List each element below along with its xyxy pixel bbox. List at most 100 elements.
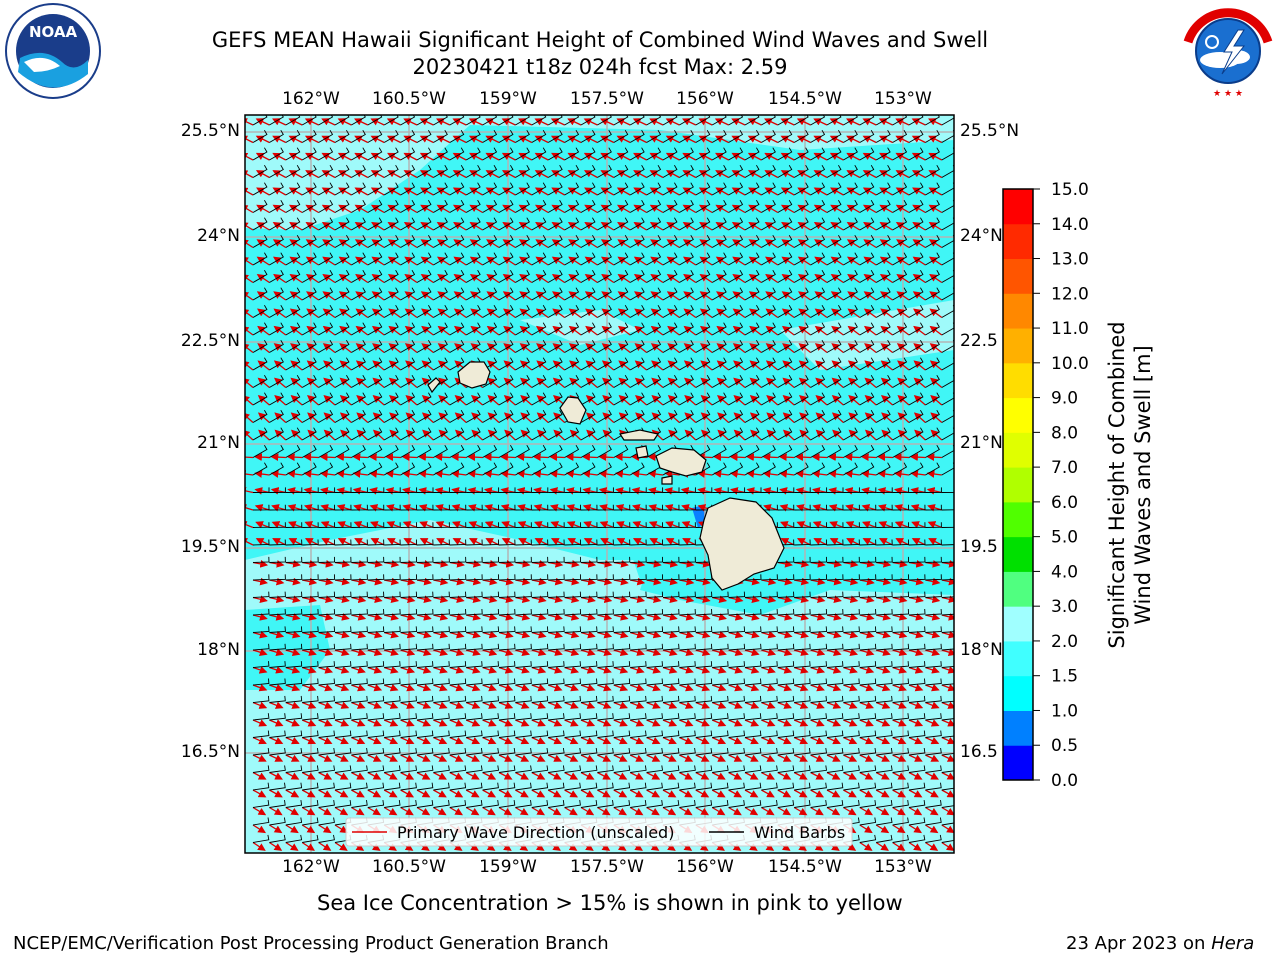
wave-direction-arrow — [749, 343, 762, 354]
wave-direction-arrow — [749, 308, 762, 319]
wave-direction-arrow — [602, 377, 615, 388]
wave-direction-arrow — [634, 377, 648, 388]
x-tick-bottom: 154.5°W — [768, 857, 842, 877]
wave-direction-arrow — [666, 204, 680, 214]
wave-direction-arrow — [355, 325, 369, 336]
wave-direction-arrow — [245, 256, 254, 266]
wave-direction-arrow — [633, 239, 647, 249]
wave-direction-arrow — [245, 291, 254, 301]
wave-direction-arrow — [926, 453, 942, 462]
wave-direction-arrow — [421, 308, 434, 319]
wave-direction-arrow — [405, 395, 418, 406]
colorbar-segment — [1003, 710, 1033, 746]
wave-direction-arrow — [534, 204, 549, 214]
wave-direction-arrow — [288, 118, 303, 126]
wave-direction-arrow — [418, 453, 434, 462]
wave-direction-arrow — [245, 204, 254, 214]
wave-direction-arrow — [748, 291, 762, 301]
wave-direction-arrow — [436, 239, 451, 249]
y-tick-left: 18°N — [197, 640, 240, 660]
wave-direction-arrow — [847, 273, 861, 284]
colorbar-tick-label: 5.0 — [1051, 528, 1078, 548]
wave-direction-arrow — [781, 308, 795, 319]
wave-direction-arrow — [829, 118, 844, 126]
wave-direction-arrow — [699, 325, 713, 336]
wave-direction-arrow — [584, 222, 598, 231]
wave-direction-arrow — [306, 325, 319, 336]
wave-direction-arrow — [519, 308, 533, 319]
wave-direction-arrow — [879, 170, 893, 179]
wave-direction-arrow — [436, 204, 451, 214]
wave-direction-arrow — [682, 204, 697, 214]
wave-direction-arrow — [567, 187, 582, 196]
wave-direction-arrow — [568, 325, 582, 336]
wave-direction-arrow — [274, 377, 287, 388]
y-tick-left: 16.5°N — [180, 742, 240, 762]
wave-direction-arrow — [765, 308, 779, 319]
wave-direction-arrow — [667, 360, 680, 371]
wave-direction-arrow — [257, 395, 270, 406]
wave-direction-arrow — [487, 395, 500, 406]
wave-direction-arrow — [601, 273, 615, 284]
wave-direction-arrow — [748, 256, 762, 266]
wave-direction-arrow — [471, 395, 484, 406]
wave-direction-arrow — [519, 343, 533, 354]
wave-direction-arrow — [323, 395, 336, 406]
wave-direction-arrow — [666, 187, 680, 196]
wave-direction-arrow — [847, 308, 861, 319]
chart-title: GEFS MEAN Hawaii Significant Height of C… — [211, 28, 989, 52]
wave-direction-arrow — [830, 239, 844, 249]
wave-direction-arrow — [518, 204, 533, 214]
wave-direction-arrow — [651, 360, 664, 371]
wave-direction-arrow — [453, 325, 467, 336]
wave-direction-arrow — [516, 453, 532, 462]
wave-direction-arrow — [781, 291, 795, 301]
wave-direction-arrow — [748, 273, 762, 284]
y-tick-right: 19.5 — [960, 537, 998, 557]
wave-direction-arrow — [649, 170, 664, 179]
wave-direction-arrow — [910, 453, 926, 462]
wave-direction-arrow — [764, 222, 779, 231]
wave-direction-arrow — [748, 239, 762, 249]
wave-direction-arrow — [483, 453, 500, 462]
wave-direction-arrow — [798, 360, 812, 371]
wave-direction-arrow — [651, 395, 664, 406]
wave-direction-arrow — [257, 325, 270, 336]
wave-direction-arrow — [520, 395, 533, 406]
colorbar-segment — [1003, 675, 1033, 711]
wave-direction-arrow — [879, 273, 893, 284]
wave-direction-arrow — [536, 395, 549, 406]
wave-direction-arrow — [273, 360, 287, 371]
y-tick-left: 19.5°N — [180, 537, 240, 557]
wave-direction-arrow — [797, 170, 811, 179]
wave-direction-arrow — [502, 204, 516, 214]
wave-direction-arrow — [600, 204, 615, 214]
wave-direction-arrow — [368, 453, 385, 462]
footer-date: 23 Apr 2023 on — [1066, 933, 1206, 954]
wave-direction-arrow — [405, 377, 418, 388]
wave-direction-arrow — [306, 377, 320, 388]
wave-direction-arrow — [813, 152, 828, 161]
wave-direction-arrow — [255, 152, 270, 161]
wave-direction-arrow — [322, 239, 336, 249]
wave-direction-arrow — [274, 395, 287, 406]
wave-direction-arrow — [245, 308, 254, 319]
wave-direction-arrow — [928, 222, 943, 231]
wave-direction-arrow — [649, 187, 664, 196]
wave-direction-arrow — [600, 135, 615, 144]
wave-direction-arrow — [913, 308, 926, 319]
wave-direction-arrow — [421, 325, 434, 336]
wave-direction-arrow — [815, 377, 828, 388]
wave-direction-arrow — [436, 187, 451, 196]
wave-direction-arrow — [469, 273, 483, 284]
wave-direction-arrow — [452, 204, 467, 214]
nws-logo: ★ ★ ★ — [1178, 2, 1278, 100]
wave-direction-arrow — [729, 453, 746, 462]
wave-direction-arrow — [404, 273, 418, 284]
wave-direction-arrow — [551, 187, 565, 196]
wave-direction-arrow — [616, 135, 631, 144]
wave-direction-arrow — [502, 222, 516, 231]
wave-direction-arrow — [616, 152, 631, 161]
wave-direction-arrow — [601, 343, 615, 354]
wave-direction-arrow — [600, 222, 615, 231]
